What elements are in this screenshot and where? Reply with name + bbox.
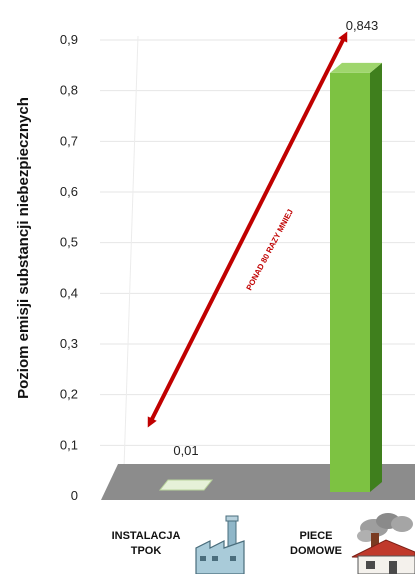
y-tick-label: 0,4 [60,285,78,300]
y-axis-label: Poziom emisji substancji niebezpiecznych [15,97,32,399]
bar-piece-domowe [330,72,370,492]
bar-instalacja-tpok [158,479,214,491]
value-label-instalacja-tpok: 0,01 [173,443,198,458]
bars [158,62,382,492]
comparison-arrow [147,31,348,428]
category-labels: INSTALACJA TPOK PIECE DOMOWE [112,530,342,557]
y-tick-label: 0,3 [60,336,78,351]
value-labels: 0,01 0,843 [173,18,378,458]
category-label: INSTALACJA [112,530,181,542]
bar-piece-domowe-side [370,62,382,492]
y-axis-line [123,35,139,469]
category-label: PIECE [299,530,332,542]
y-tick-label: 0,8 [60,83,78,98]
y-tick-label: 0,6 [60,184,78,199]
category-label: DOMOWE [290,545,342,557]
y-tick-label: 0 [71,488,78,503]
y-tick-label: 0,2 [60,387,78,402]
y-tick-label: 0,5 [60,235,78,250]
category-label: TPOK [131,545,162,557]
factory-icon [195,515,245,574]
y-tick-label: 0,1 [60,437,78,452]
y-axis-ticks: 0 0,1 0,2 0,3 0,4 0,5 0,6 0,7 0,8 0,9 [60,32,78,503]
value-label-piece-domowe: 0,843 [346,18,379,33]
house-chimney-icon [351,513,415,574]
y-tick-label: 0,9 [60,32,78,47]
y-tick-label: 0,7 [60,133,78,148]
